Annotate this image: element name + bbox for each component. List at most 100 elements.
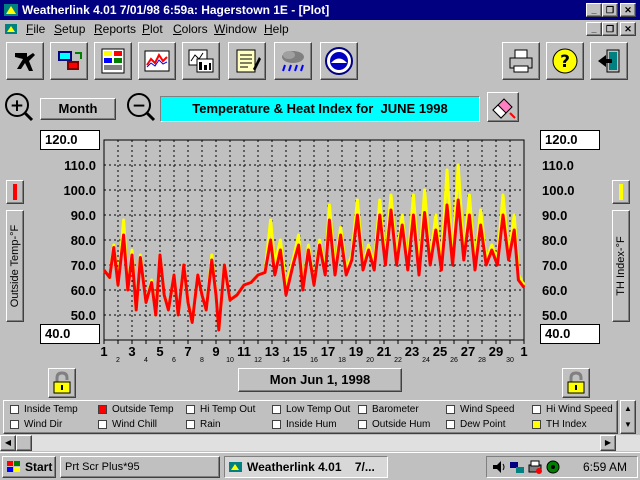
y-tick-label-right: 110.0 — [542, 158, 574, 173]
legend-item[interactable]: Inside Hum — [272, 419, 337, 430]
document-icon[interactable] — [4, 22, 20, 36]
bulletin-button[interactable] — [94, 42, 132, 80]
left-series-color-button[interactable] — [6, 180, 24, 204]
exit-button[interactable] — [590, 42, 628, 80]
legend-checkbox[interactable] — [98, 420, 107, 429]
window-title: Weatherlink 4.01 7/01/98 6:59a: Hagersto… — [22, 3, 330, 17]
legend-item[interactable]: Outside Hum — [358, 419, 430, 430]
close-icon[interactable]: ✕ — [620, 3, 636, 17]
doc-close-icon[interactable]: ✕ — [620, 22, 636, 36]
print-button[interactable] — [502, 42, 540, 80]
menu-setup[interactable]: Setup — [54, 22, 86, 36]
legend-item[interactable]: Barometer — [358, 404, 419, 415]
menu-colors[interactable]: Colors — [173, 22, 208, 36]
legend-item[interactable]: Wind Dir — [10, 419, 62, 430]
x-tick-label: 15 — [293, 344, 307, 359]
legend-item[interactable]: Wind Speed — [446, 404, 514, 415]
x-tick-label: 11 — [237, 344, 251, 359]
task-prtscr[interactable]: Prt Scr Plus*95 — [60, 456, 220, 478]
task-weatherlink[interactable]: Weatherlink 4.01 7/... — [224, 456, 388, 478]
menu-window[interactable]: Window — [214, 22, 257, 36]
period-button[interactable]: Month — [40, 98, 116, 120]
zoom-in-button[interactable]: + — [4, 92, 34, 122]
zoom-out-icon: − — [127, 93, 156, 122]
x-tick-label-minor: 24 — [422, 357, 430, 362]
scroll-right-icon[interactable]: ▶ — [600, 435, 616, 451]
legend-item[interactable]: TH Index — [532, 419, 587, 430]
summary-button[interactable] — [182, 42, 220, 80]
right-lock-button[interactable] — [562, 368, 590, 398]
legend-item[interactable]: Hi Wind Speed — [532, 404, 613, 415]
x-tick-label-minor: 14 — [282, 357, 290, 362]
right-axis-top[interactable]: 120.0 — [540, 130, 600, 150]
zoom-out-button[interactable]: − — [126, 92, 156, 122]
minimize-icon[interactable]: _ — [586, 3, 602, 17]
scroll-thumb[interactable] — [16, 435, 32, 451]
network-icon[interactable] — [509, 459, 525, 475]
date-button[interactable]: Mon Jun 1, 1998 — [238, 368, 402, 392]
legend-checkbox[interactable] — [446, 405, 455, 414]
menu-help[interactable]: Help — [264, 22, 289, 36]
scroll-down-icon[interactable]: ▼ — [624, 420, 632, 429]
status-tray-icon[interactable] — [545, 459, 561, 475]
clock[interactable]: 6:59 AM — [583, 460, 628, 474]
legend-checkbox[interactable] — [358, 405, 367, 414]
help-button[interactable]: ? — [546, 42, 584, 80]
legend-checkbox[interactable] — [10, 420, 19, 429]
app-icon[interactable] — [3, 2, 19, 18]
scroll-up-icon[interactable]: ▲ — [624, 404, 632, 413]
left-axis-bottom[interactable]: 40.0 — [40, 324, 100, 344]
x-tick-label: 7 — [184, 344, 191, 359]
left-axis-top[interactable]: 120.0 — [40, 130, 100, 150]
legend-checkbox[interactable] — [98, 405, 107, 414]
weatherlink-icon — [229, 462, 242, 472]
printer-tray-icon[interactable] — [527, 459, 543, 475]
y-tick-label-right: 100.0 — [542, 183, 575, 198]
series-outside-temp — [102, 198, 526, 332]
legend-checkbox[interactable] — [186, 405, 195, 414]
menu-plot[interactable]: Plot — [142, 22, 163, 36]
legend-scrollbar[interactable]: ▲ ▼ — [620, 400, 636, 434]
legend-label: Outside Hum — [372, 419, 431, 430]
menu-file[interactable]: File — [26, 22, 46, 36]
connect-button[interactable] — [50, 42, 88, 80]
left-lock-button[interactable] — [48, 368, 76, 398]
legend-item[interactable]: Low Temp Out — [272, 404, 350, 415]
doc-restore-icon[interactable]: ❐ — [602, 22, 618, 36]
noaa-button[interactable] — [320, 42, 358, 80]
legend-checkbox[interactable] — [10, 405, 19, 414]
plot-button[interactable] — [138, 42, 176, 80]
legend-checkbox[interactable] — [532, 420, 541, 429]
start-button[interactable]: Start — [2, 456, 56, 478]
legend-item[interactable]: Inside Temp — [10, 404, 78, 415]
right-axis-label[interactable]: TH Index-°F — [612, 210, 630, 322]
doc-minimize-icon[interactable]: _ — [586, 22, 602, 36]
notes-button[interactable] — [228, 42, 266, 80]
legend-checkbox[interactable] — [358, 420, 367, 429]
left-axis-label[interactable]: Outside Temp-°F — [6, 210, 24, 322]
forecast-icon — [282, 51, 304, 72]
legend-label: Dew Point — [460, 419, 506, 430]
scroll-left-icon[interactable]: ◀ — [0, 435, 16, 451]
right-axis-bottom[interactable]: 40.0 — [540, 324, 600, 344]
horizontal-scrollbar[interactable]: ◀ ▶ — [0, 435, 640, 451]
legend-item[interactable]: Hi Temp Out — [186, 404, 255, 415]
legend-item[interactable]: Wind Chill — [98, 419, 157, 430]
right-series-color-button[interactable] — [612, 180, 630, 204]
menu-reports[interactable]: Reports — [94, 22, 137, 36]
legend-item[interactable]: Dew Point — [446, 419, 506, 430]
legend-checkbox[interactable] — [272, 420, 281, 429]
legend-checkbox[interactable] — [446, 420, 455, 429]
legend-checkbox[interactable] — [532, 405, 541, 414]
station-button[interactable] — [6, 42, 44, 80]
legend-checkbox[interactable] — [186, 420, 195, 429]
temperature-chart[interactable]: 50.0 50.0 60.0 60.0 70.0 70.0 80.0 80.0 90.0 90.0… — [0, 128, 640, 362]
speaker-icon[interactable] — [491, 459, 507, 475]
erase-button[interactable] — [487, 92, 519, 122]
legend-item[interactable]: Rain — [186, 419, 221, 430]
restore-icon[interactable]: ❐ — [602, 3, 618, 17]
legend-checkbox[interactable] — [272, 405, 281, 414]
legend-item[interactable]: Outside Temp — [98, 404, 174, 415]
forecast-button[interactable] — [274, 42, 312, 80]
x-tick-label: 17 — [321, 344, 335, 359]
